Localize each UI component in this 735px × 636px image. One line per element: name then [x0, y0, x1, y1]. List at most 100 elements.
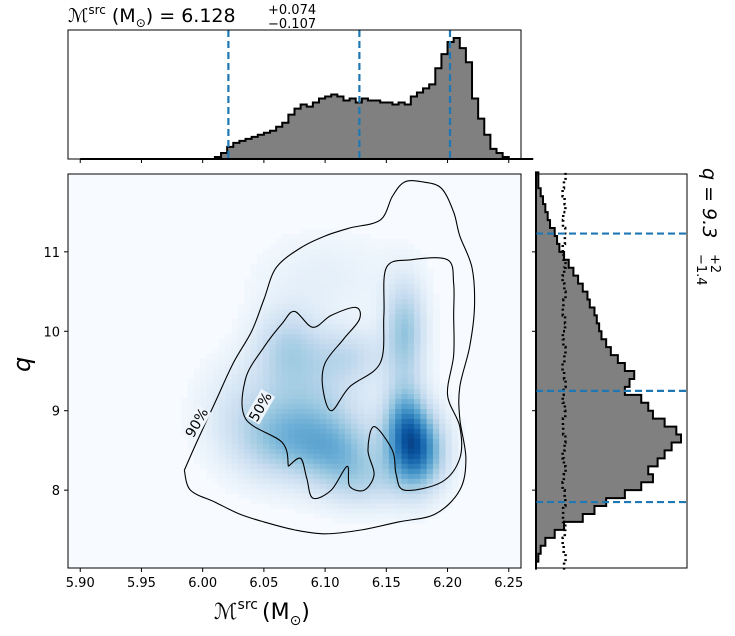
heatmap-cell [363, 353, 371, 360]
heatmap-cell [300, 318, 308, 325]
heatmap-cell [206, 428, 214, 434]
heatmap-cell [313, 388, 321, 395]
heatmap-cell [445, 413, 453, 419]
heatmap-cell [313, 453, 321, 459]
heatmap-cell [376, 258, 384, 265]
heatmap-cell [363, 368, 371, 375]
heatmap-cell [313, 278, 321, 285]
heatmap-cell [294, 443, 302, 449]
heatmap-cell [344, 343, 352, 350]
heatmap-cell [338, 433, 346, 439]
heatmap-cell [294, 413, 302, 419]
contour-90pct [183, 180, 476, 535]
heatmap-cell [363, 413, 371, 419]
heatmap-cell [414, 368, 421, 375]
heatmap-cell [256, 373, 264, 380]
heatmap-cell [269, 283, 277, 290]
heatmap-cell [351, 273, 359, 280]
heatmap-cell [414, 493, 421, 499]
heatmap-cell [407, 288, 415, 295]
heatmap-cell [376, 443, 384, 449]
heatmap-cell [244, 408, 252, 414]
heatmap-cell [344, 353, 352, 360]
heatmap-cell [231, 333, 239, 340]
heatmap-cell [307, 233, 314, 240]
heatmap-cell [338, 518, 346, 524]
heatmap-cell [414, 458, 421, 464]
heatmap-cell [407, 508, 415, 514]
heatmap-cell [357, 363, 365, 370]
heatmap-cell [395, 243, 403, 250]
heatmap-cell [200, 378, 208, 385]
heatmap-cell [382, 478, 390, 484]
heatmap-cell [344, 278, 352, 285]
heatmap-cell [244, 493, 252, 499]
heatmap-cell [420, 388, 428, 395]
heatmap-cell [388, 453, 396, 459]
heatmap-cell [181, 408, 189, 414]
heatmap-cell [420, 513, 428, 519]
heatmap-cell [288, 378, 296, 385]
heatmap-cell [344, 458, 352, 464]
heatmap-cell [219, 343, 226, 350]
heatmap-cell [388, 503, 396, 509]
heatmap-cell [307, 263, 314, 270]
heatmap-cell [294, 333, 302, 340]
heatmap-cell [332, 443, 340, 449]
heatmap-cell [325, 228, 333, 235]
heatmap-cell [401, 343, 409, 350]
heatmap-cell [363, 428, 371, 434]
heatmap-cell [294, 393, 302, 400]
heatmap-cell [275, 273, 283, 280]
heatmap-cell [325, 413, 333, 419]
heatmap-cell [269, 453, 277, 459]
heatmap-cell [332, 338, 340, 345]
heatmap-cell [363, 363, 371, 370]
heatmap-cell [344, 423, 352, 429]
heatmap-cell [200, 373, 208, 380]
heatmap-cell [212, 458, 220, 464]
heatmap-cell [382, 248, 390, 255]
heatmap-cell [376, 393, 384, 400]
heatmap-cell [414, 488, 421, 494]
heatmap-cell [332, 238, 340, 245]
heatmap-cell [269, 318, 277, 325]
heatmap-cell [401, 268, 409, 275]
heatmap-cell [376, 353, 384, 360]
heatmap-cell [219, 418, 226, 424]
heatmap-cell [187, 403, 195, 410]
heatmap-cell [225, 448, 233, 454]
heatmap-cell [420, 318, 428, 325]
heatmap-cell [376, 478, 384, 484]
heatmap-cell [357, 428, 365, 434]
heatmap-cell [256, 253, 264, 260]
heatmap-cell [445, 423, 453, 429]
heatmap-cell [388, 498, 396, 504]
heatmap-cell [187, 413, 195, 419]
heatmap-cell [407, 293, 415, 300]
heatmap-cell [269, 473, 277, 479]
heatmap-cell [395, 388, 403, 395]
heatmap-cell [426, 418, 434, 424]
heatmap-cell [256, 368, 264, 375]
heatmap-cell [370, 398, 377, 405]
heatmap-cell [451, 458, 459, 464]
heatmap-cell [219, 443, 226, 449]
heatmap-cell [319, 308, 327, 315]
heatmap-cell [382, 343, 390, 350]
x-label-unit: (M [262, 600, 290, 625]
heatmap-cell [388, 488, 396, 494]
top-histogram [80, 37, 534, 160]
heatmap-cell [219, 408, 226, 414]
heatmap-cell [351, 298, 359, 305]
heatmap-cell [351, 388, 359, 395]
heatmap-cell [281, 418, 289, 424]
heatmap-cell [250, 428, 258, 434]
heatmap-cell [269, 293, 277, 300]
heatmap-cell [187, 443, 195, 449]
heatmap-cell [363, 488, 371, 494]
heatmap-cell [187, 393, 195, 400]
heatmap-cell [439, 428, 447, 434]
heatmap-cell [388, 278, 396, 285]
heatmap-cell [344, 333, 352, 340]
